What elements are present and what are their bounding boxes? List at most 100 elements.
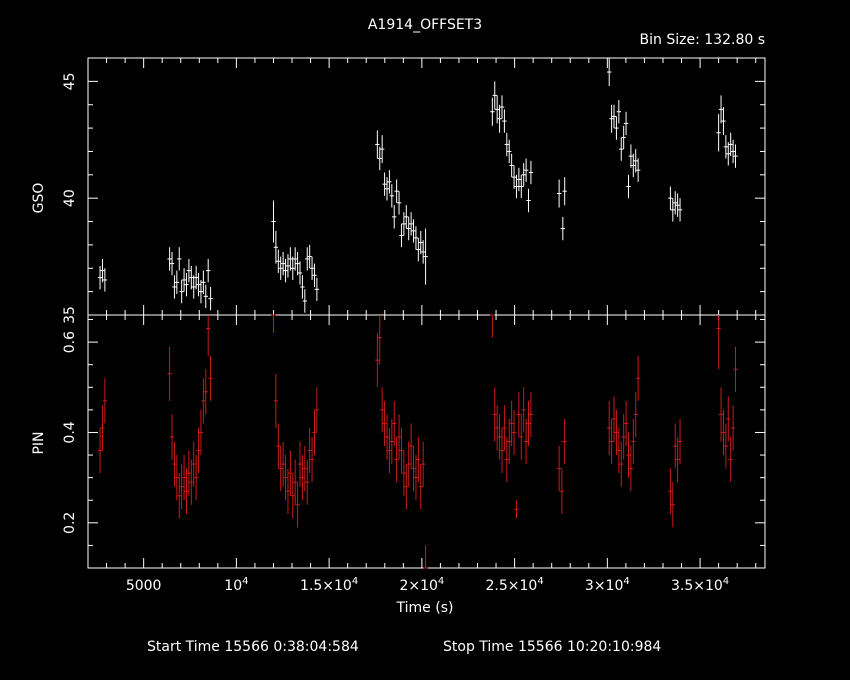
- gso-data-point: [668, 186, 673, 210]
- gso-data-point: [283, 258, 288, 283]
- gso-data-point: [181, 268, 187, 292]
- pin-data-point: [623, 400, 629, 447]
- gso-data-point: [384, 177, 390, 201]
- pin-data-point: [726, 396, 731, 442]
- pin-data-point: [611, 396, 617, 442]
- pin-data-point: [305, 459, 310, 505]
- gso-data-point: [633, 149, 638, 173]
- gso-data-point: [726, 142, 731, 166]
- gso-data-point: [416, 237, 421, 262]
- x-tick-label: 5000: [126, 578, 162, 594]
- pin-data-point: [514, 500, 519, 519]
- x-tick-label: 104: [224, 576, 248, 594]
- gso-data-point: [562, 177, 567, 206]
- x-tick-label: 1.5×104: [300, 576, 358, 594]
- pin-data-point: [504, 436, 510, 483]
- gso-ytick-label: 40: [62, 189, 78, 207]
- pin-data-point: [201, 378, 206, 424]
- pin-data-point: [526, 400, 531, 447]
- pin-data-point: [167, 346, 172, 401]
- gso-data-point: [201, 270, 206, 294]
- pin-panel: 0.2 0.4 0.6 5000 104 1.5×104 2×104 2.5×104 3×104…: [62, 314, 766, 594]
- gso-data-point: [314, 277, 320, 301]
- gso-data-point: [177, 247, 182, 271]
- pin-data-point: [721, 409, 726, 456]
- gso-data-point: [609, 104, 614, 133]
- gso-data-point: [174, 270, 180, 294]
- pin-data-point: [283, 455, 288, 501]
- pin-data-point: [616, 427, 622, 474]
- gso-data-point: [307, 244, 312, 269]
- pin-data-point: [619, 441, 624, 487]
- pin-data-point: [379, 387, 385, 433]
- gso-data-point: [278, 256, 283, 280]
- gso-data-point: [504, 132, 510, 157]
- pin-data-point: [203, 369, 208, 415]
- gso-data-point: [100, 258, 105, 283]
- pin-data-point: [718, 387, 724, 442]
- pin-data-point: [307, 427, 312, 474]
- gso-data-point: [560, 216, 566, 241]
- pin-data-point: [413, 455, 419, 501]
- pin-data-point: [418, 464, 423, 510]
- pin-data-point: [507, 418, 512, 465]
- pin-data-point: [184, 468, 189, 514]
- gso-data-point: [721, 107, 726, 136]
- pin-data-point: [408, 423, 414, 469]
- gso-data-point: [186, 258, 192, 283]
- gso-data-point: [521, 163, 526, 187]
- pin-data-point: [377, 315, 382, 365]
- pin-data-point: [193, 455, 199, 501]
- pin-data-point: [288, 450, 293, 496]
- gso-data-point: [621, 125, 626, 150]
- x-tick-label: 3×104: [585, 576, 630, 594]
- pin-data-point: [302, 446, 308, 492]
- pin-data-point: [628, 446, 634, 492]
- pin-data-point: [614, 409, 619, 456]
- pin-ytick-label: 0.6: [62, 331, 78, 353]
- gso-data-point: [184, 272, 189, 297]
- gso-data-point: [309, 256, 315, 280]
- pin-data-point: [189, 459, 194, 505]
- gso-axis-label: GSO: [31, 183, 47, 214]
- gso-data-point: [619, 137, 624, 161]
- pin-data-point: [295, 482, 300, 528]
- gso-data-point: [379, 135, 385, 164]
- pin-data-point: [562, 418, 567, 465]
- pin-data-point: [420, 441, 426, 487]
- start-time-label: Start Time 15566 0:38:04:584: [147, 639, 359, 655]
- pin-data-point: [290, 473, 295, 519]
- gso-data-point: [523, 158, 529, 182]
- pin-data-point: [394, 436, 399, 483]
- gso-data-point: [302, 289, 308, 313]
- gso-data-point: [628, 144, 634, 168]
- gso-data-point: [631, 153, 636, 178]
- pin-data-point: [399, 427, 404, 474]
- pin-data-point: [292, 459, 298, 505]
- gso-data-point: [399, 223, 404, 248]
- pin-data-point: [492, 387, 497, 442]
- gso-data-point: [413, 226, 419, 250]
- pin-data-point: [723, 423, 729, 469]
- pin-data-point: [196, 427, 201, 474]
- gso-data-point: [193, 265, 199, 290]
- gso-data-point: [623, 111, 629, 136]
- gso-data-point: [172, 275, 177, 299]
- gso-data-point: [507, 139, 512, 164]
- gso-data-point: [297, 261, 303, 285]
- pin-axis-label: PIN: [31, 431, 47, 454]
- gso-data-point: [102, 268, 108, 292]
- pin-data-point: [276, 423, 281, 469]
- pin-data-point: [181, 455, 187, 501]
- pin-data-point: [677, 418, 683, 465]
- pin-data-point: [621, 414, 626, 460]
- pin-data-point: [528, 391, 534, 437]
- gso-data-point: [611, 104, 617, 129]
- gso-data-point: [716, 114, 721, 152]
- pin-data-point: [609, 418, 614, 465]
- gso-data-point: [420, 240, 426, 264]
- pin-data-point: [387, 427, 392, 474]
- pin-data-point: [102, 378, 108, 424]
- gso-data-point: [509, 153, 514, 178]
